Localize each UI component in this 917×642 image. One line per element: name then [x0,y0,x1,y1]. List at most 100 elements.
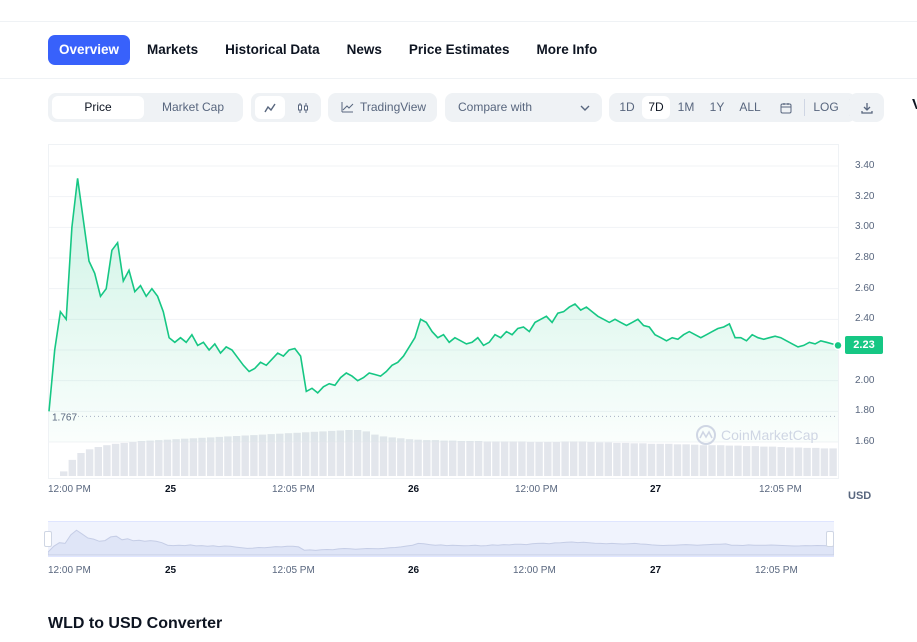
log-scale-button[interactable]: LOG [813,100,839,114]
volume-bar [604,442,612,476]
volume-bar [68,459,76,476]
range-1y-button[interactable]: 1Y [709,100,725,114]
compare-with-label: Compare with [458,100,533,114]
volume-bar [276,433,284,476]
calendar-icon [780,102,792,114]
volume-bar [820,448,829,476]
x-tick-label: 12:05 PM [272,484,315,495]
range-1d-button[interactable]: 1D [619,100,635,114]
navigator-left-handle[interactable] [44,531,52,547]
y-tick-label: 2.40 [855,313,875,325]
volume-bar [699,445,708,476]
volume-bar [742,446,751,476]
price-marketcap-toggle: Price Market Cap [48,93,243,122]
volume-bar [829,448,837,476]
volume-bar [725,445,733,476]
price-toggle-button[interactable]: Price [52,96,144,119]
candlestick-chart-button[interactable] [288,96,318,119]
watermark-text: CoinMarketCap [721,427,818,443]
download-button[interactable] [849,93,884,122]
volume-bar [717,445,725,476]
x-tick-label: 25 [165,484,177,495]
volume-bar [691,444,699,476]
tradingview-button[interactable]: TradingView [328,93,437,122]
tradingview-label: TradingView [360,100,427,114]
volume-bar [656,443,664,476]
price-line [48,178,839,412]
volume-bar [146,440,154,476]
volume-bar [85,449,94,476]
volume-bar [94,447,102,476]
volume-bar [431,440,440,476]
volume-bar [578,441,587,476]
y-tick-label: 3.20 [855,190,875,202]
volume-bar [353,430,362,476]
volume-bar [345,430,353,476]
watermark-logo: CoinMarketCap [696,425,818,445]
cropped-heading-fragment: V [912,96,917,114]
volume-bar [526,442,535,476]
navigator-right-handle[interactable] [826,531,834,547]
volume-bar [258,434,267,476]
navigator-area [47,529,835,556]
navigator-x-tick-label: 27 [650,565,662,576]
price-chart[interactable]: 1.767 CoinMarketCap [48,144,847,479]
y-tick-label: 2.00 [855,374,875,386]
volume-bar [336,430,344,476]
volume-bar [250,435,258,476]
navigator-x-tick-label: 12:00 PM [48,565,91,576]
navigator-x-tick-label: 12:05 PM [272,565,315,576]
range-1m-button[interactable]: 1M [677,100,695,114]
volume-bar [570,441,578,476]
volume-bar [414,439,422,476]
volume-bar [241,435,249,476]
volume-bar [760,446,768,476]
volume-bar [492,441,500,476]
volume-bar [172,439,180,476]
range-navigator[interactable] [47,521,835,557]
volume-bar [155,440,163,476]
range-7d-button[interactable]: 7D [642,96,670,119]
range-all-button[interactable]: ALL [739,100,761,114]
volume-bar [284,433,293,476]
calendar-button[interactable] [774,96,798,119]
volume-bar [630,443,638,476]
volume-bar [215,436,223,476]
current-price-tag: 2.23 [845,336,883,354]
line-chart-icon [264,103,276,113]
chart-frame [48,144,839,479]
section-tabs: Overview Markets Historical Data News Pr… [48,35,624,65]
tab-more-info[interactable]: More Info [536,42,598,57]
x-tick-label: 27 [650,484,662,495]
volume-bar [129,442,137,476]
tab-historical-data[interactable]: Historical Data [225,42,320,57]
price-area-fill [49,178,838,443]
volume-bar [535,442,543,476]
volume-bar [639,443,647,476]
volume-bar [60,471,68,476]
volume-bar [812,447,820,476]
tab-news[interactable]: News [346,42,382,57]
tab-overview[interactable]: Overview [48,35,131,65]
line-chart-button[interactable] [255,96,285,119]
market-cap-toggle-button[interactable]: Market Cap [161,100,225,114]
volume-bar [302,432,310,476]
volume-bars [60,430,837,476]
volume-bar [371,434,379,476]
volume-bar [120,442,128,476]
tradingview-icon [341,102,354,113]
volume-bar [500,441,509,476]
download-icon [861,103,873,114]
compare-with-dropdown[interactable]: Compare with [445,93,602,122]
volume-bar [621,442,630,476]
volume-bar [207,437,215,476]
tabs-divider [0,78,917,79]
volume-bar [111,443,120,476]
volume-bar [751,446,759,476]
volume-bar [708,445,716,476]
chart-type-toggle [251,93,321,122]
volume-bar [803,447,811,476]
tab-markets[interactable]: Markets [147,42,199,57]
volume-bar [786,447,794,476]
tab-price-estimates[interactable]: Price Estimates [408,42,510,57]
